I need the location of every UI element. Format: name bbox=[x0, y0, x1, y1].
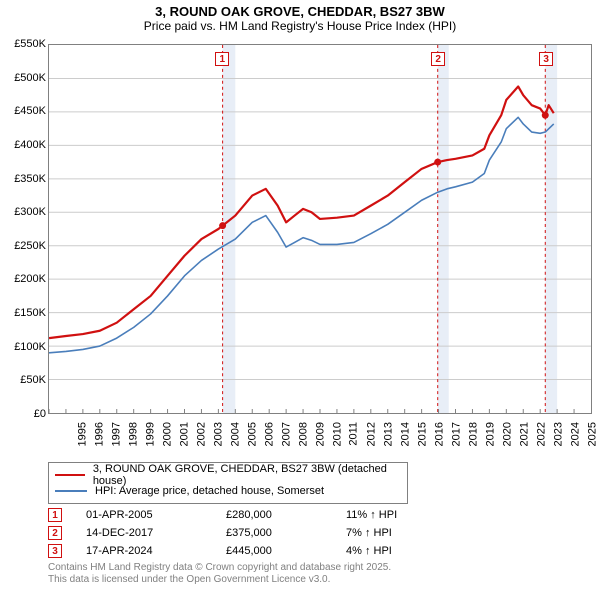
x-tick-label: 2024 bbox=[569, 422, 581, 446]
y-tick-label: £50K bbox=[0, 374, 46, 386]
event-pct: 4% ↑ HPI bbox=[346, 545, 446, 557]
x-tick-label: 2012 bbox=[365, 422, 377, 446]
x-tick-label: 2010 bbox=[331, 422, 343, 446]
legend-label: 3, ROUND OAK GROVE, CHEDDAR, BS27 3BW (d… bbox=[93, 463, 401, 487]
event-row: 2 14-DEC-2017£375,0007% ↑ HPI bbox=[48, 524, 446, 542]
event-marker: 2 bbox=[48, 526, 62, 540]
event-marker: 1 bbox=[48, 508, 62, 522]
event-price: £445,000 bbox=[226, 545, 346, 557]
chart-marker: 2 bbox=[431, 52, 445, 66]
x-tick-label: 2003 bbox=[212, 422, 224, 446]
event-row: 3 17-APR-2024£445,0004% ↑ HPI bbox=[48, 542, 446, 560]
y-tick-label: £400K bbox=[0, 139, 46, 151]
legend-swatch bbox=[55, 490, 87, 492]
title-line1: 3, ROUND OAK GROVE, CHEDDAR, BS27 3BW bbox=[0, 4, 600, 19]
footer-attribution: Contains HM Land Registry data © Crown c… bbox=[48, 562, 391, 586]
x-tick-label: 1998 bbox=[127, 422, 139, 446]
x-tick-label: 1995 bbox=[76, 422, 88, 446]
y-tick-label: £150K bbox=[0, 307, 46, 319]
legend-row: 3, ROUND OAK GROVE, CHEDDAR, BS27 3BW (d… bbox=[55, 467, 401, 483]
y-tick-label: £550K bbox=[0, 38, 46, 50]
x-tick-label: 2008 bbox=[297, 422, 309, 446]
y-tick-label: £200K bbox=[0, 273, 46, 285]
legend: 3, ROUND OAK GROVE, CHEDDAR, BS27 3BW (d… bbox=[48, 462, 408, 504]
event-date: 14-DEC-2017 bbox=[86, 527, 226, 539]
chart-marker: 1 bbox=[215, 52, 229, 66]
x-tick-label: 2002 bbox=[195, 422, 207, 446]
event-row: 1 01-APR-2005£280,00011% ↑ HPI bbox=[48, 506, 446, 524]
x-tick-label: 1999 bbox=[144, 422, 156, 446]
event-pct: 11% ↑ HPI bbox=[346, 509, 446, 521]
x-tick-label: 2025 bbox=[586, 422, 598, 446]
title-line2: Price paid vs. HM Land Registry's House … bbox=[0, 19, 600, 33]
event-price: £375,000 bbox=[226, 527, 346, 539]
x-tick-label: 1996 bbox=[93, 422, 105, 446]
chart-svg bbox=[49, 45, 591, 413]
x-tick-label: 2004 bbox=[229, 422, 241, 446]
y-tick-label: £500K bbox=[0, 72, 46, 84]
event-date: 01-APR-2005 bbox=[86, 509, 226, 521]
x-tick-label: 2018 bbox=[467, 422, 479, 446]
y-tick-label: £300K bbox=[0, 206, 46, 218]
x-tick-label: 2020 bbox=[501, 422, 513, 446]
x-tick-label: 2016 bbox=[433, 422, 445, 446]
x-tick-label: 2011 bbox=[348, 422, 360, 446]
event-pct: 7% ↑ HPI bbox=[346, 527, 446, 539]
footer-line1: Contains HM Land Registry data © Crown c… bbox=[48, 562, 391, 574]
y-tick-label: £450K bbox=[0, 105, 46, 117]
y-tick-label: £250K bbox=[0, 240, 46, 252]
x-tick-label: 2006 bbox=[263, 422, 275, 446]
legend-label: HPI: Average price, detached house, Some… bbox=[95, 485, 324, 497]
x-tick-label: 2015 bbox=[416, 422, 428, 446]
x-tick-label: 2013 bbox=[382, 422, 394, 446]
event-date: 17-APR-2024 bbox=[86, 545, 226, 557]
x-tick-label: 2021 bbox=[518, 422, 530, 446]
x-tick-label: 2005 bbox=[246, 422, 258, 446]
x-tick-label: 2007 bbox=[280, 422, 292, 446]
chart bbox=[48, 44, 592, 414]
x-tick-label: 1997 bbox=[110, 422, 122, 446]
x-tick-label: 2023 bbox=[552, 422, 564, 446]
footer-line2: This data is licensed under the Open Gov… bbox=[48, 574, 391, 586]
x-tick-label: 2001 bbox=[178, 422, 190, 446]
x-tick-label: 2019 bbox=[484, 422, 496, 446]
x-tick-label: 2017 bbox=[450, 422, 462, 446]
x-tick-label: 2009 bbox=[314, 422, 326, 446]
y-tick-label: £100K bbox=[0, 341, 46, 353]
x-tick-label: 2000 bbox=[161, 422, 173, 446]
chart-marker: 3 bbox=[539, 52, 553, 66]
legend-swatch bbox=[55, 474, 85, 476]
event-marker: 3 bbox=[48, 544, 62, 558]
event-price: £280,000 bbox=[226, 509, 346, 521]
x-tick-label: 2022 bbox=[535, 422, 547, 446]
events-table: 1 01-APR-2005£280,00011% ↑ HPI 2 14-DEC-201… bbox=[48, 506, 446, 560]
x-tick-label: 2014 bbox=[399, 422, 411, 446]
y-tick-label: £0 bbox=[0, 408, 46, 420]
y-tick-label: £350K bbox=[0, 173, 46, 185]
